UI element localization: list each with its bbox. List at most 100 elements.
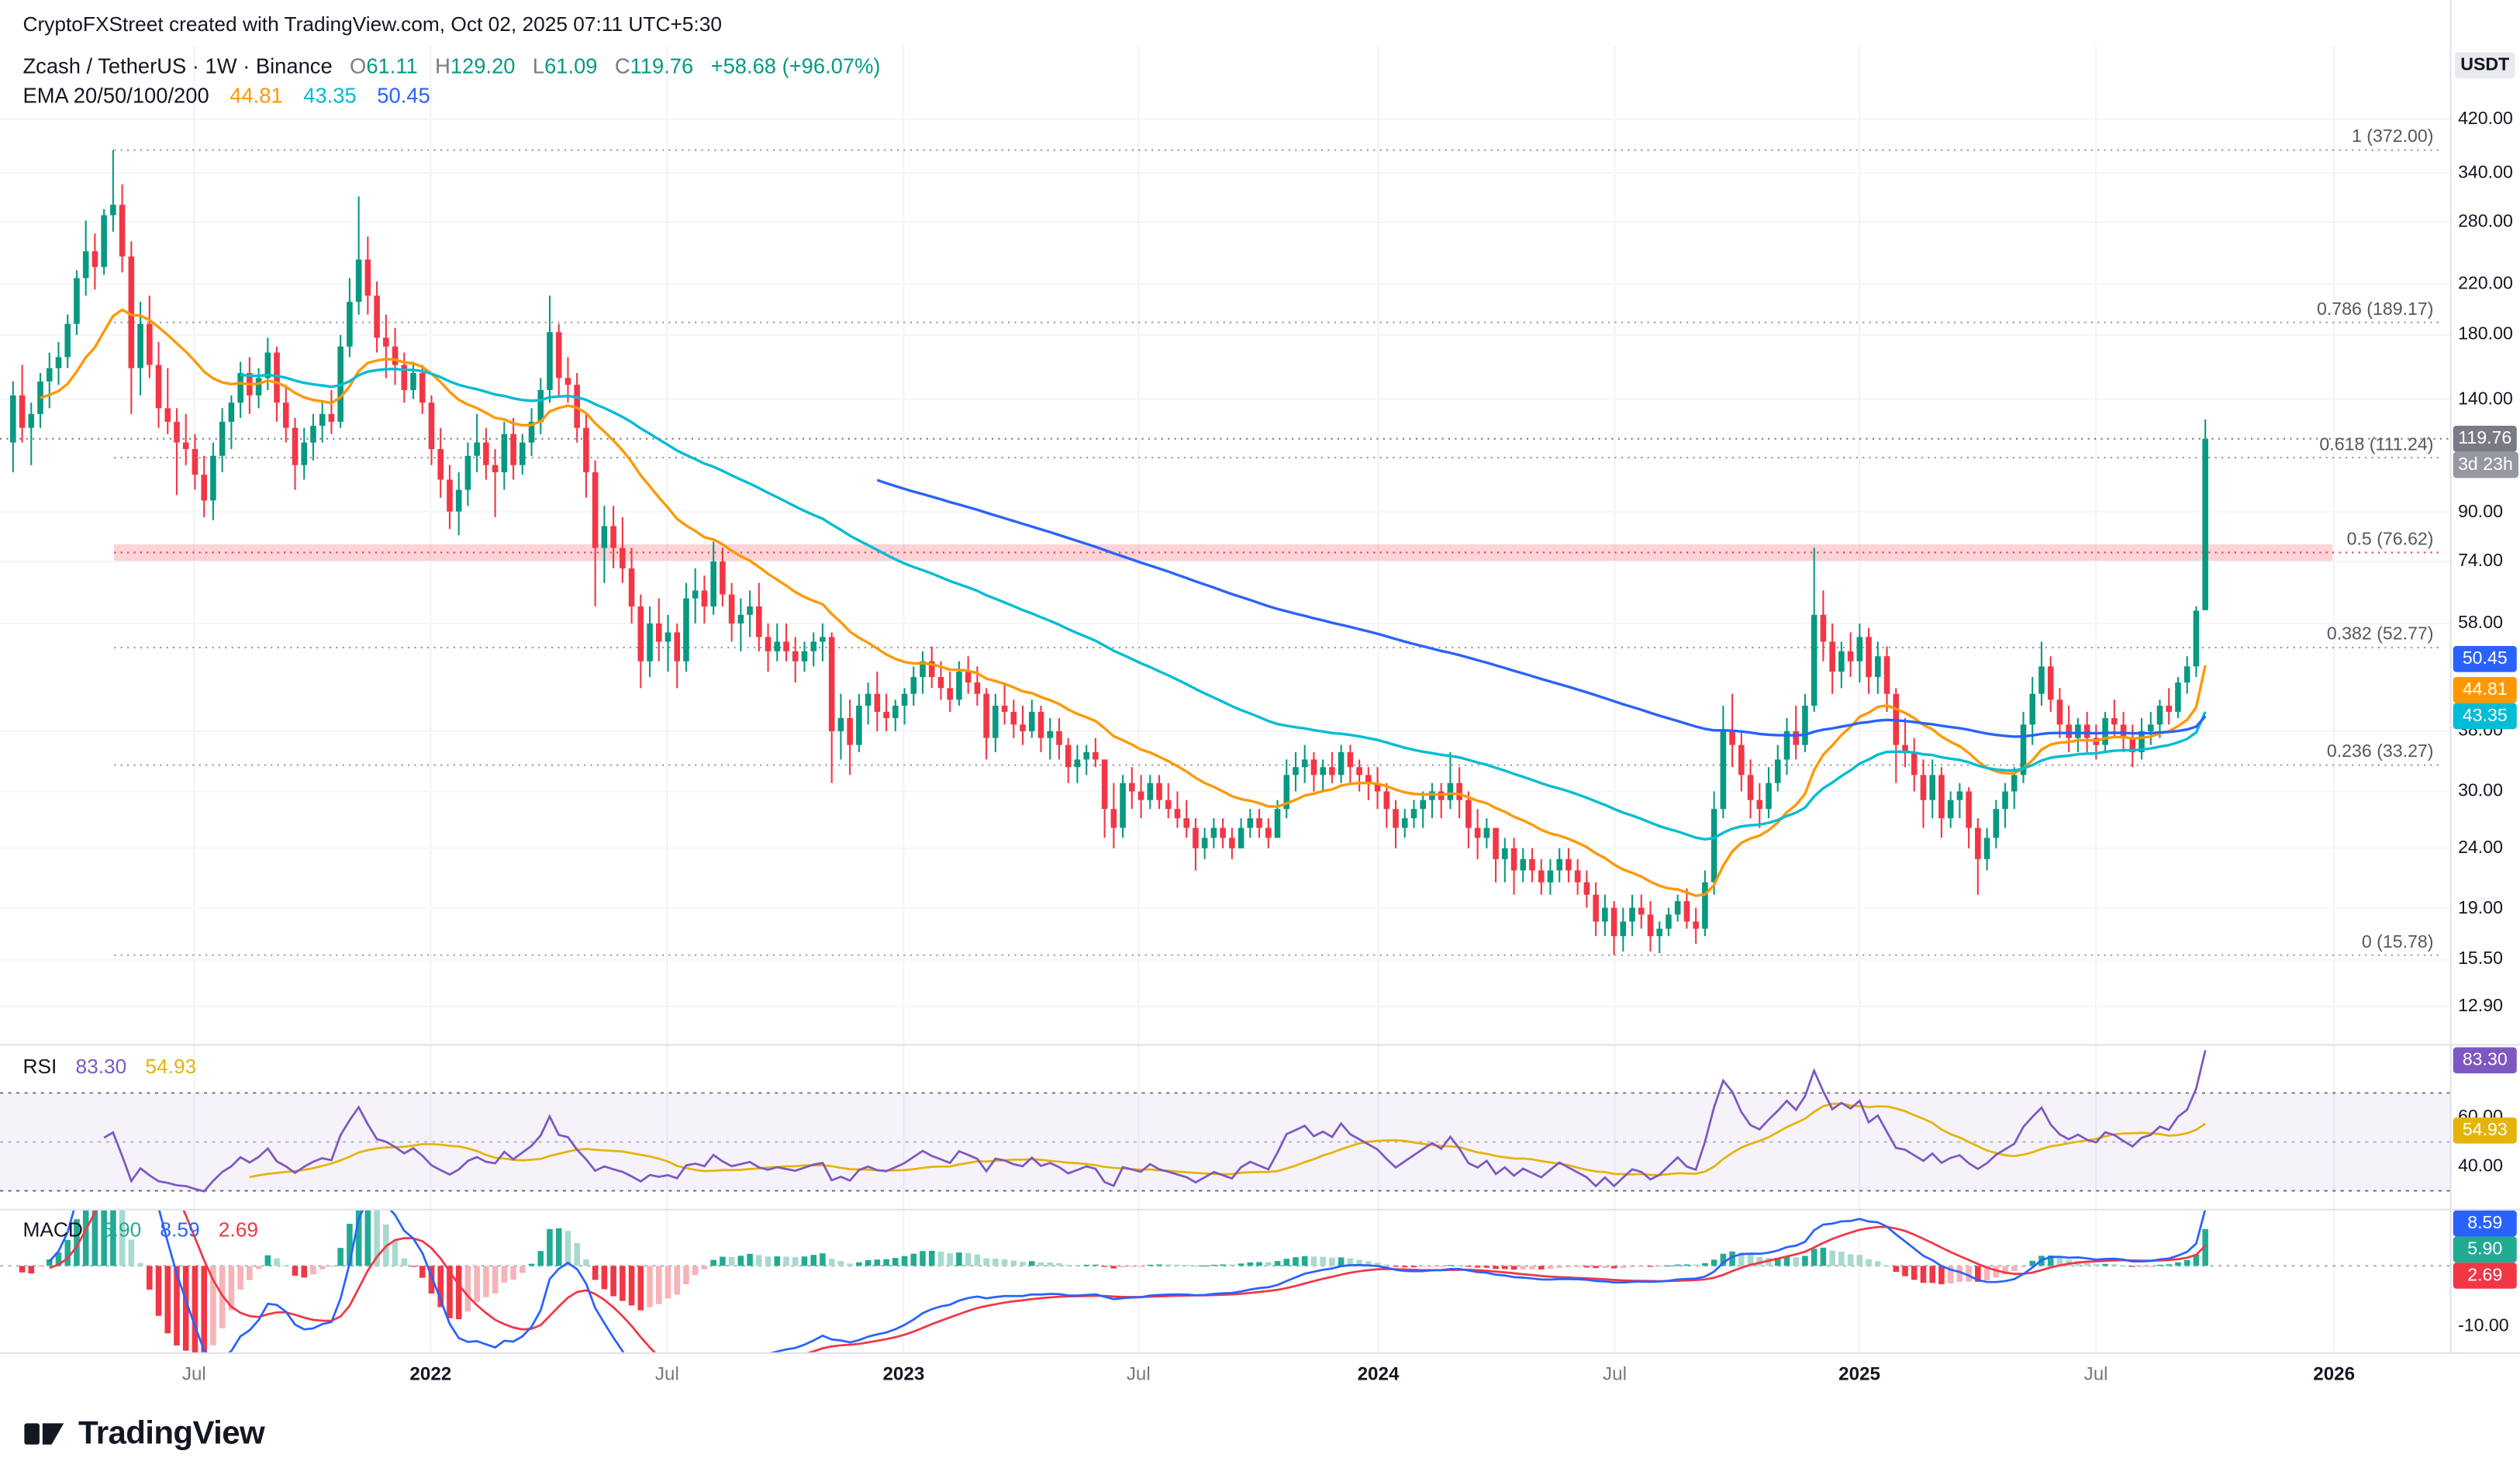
candle[interactable] <box>46 352 53 409</box>
candle[interactable] <box>1356 759 1362 792</box>
candle[interactable] <box>1347 744 1354 783</box>
candle[interactable] <box>1920 759 1927 828</box>
candle[interactable] <box>347 278 353 358</box>
candle[interactable] <box>883 693 889 731</box>
candle[interactable] <box>1147 775 1154 810</box>
tradingview-logo[interactable]: TradingView <box>22 1413 265 1456</box>
candle[interactable] <box>837 693 844 760</box>
candle[interactable] <box>1401 809 1408 838</box>
candle[interactable] <box>792 637 799 683</box>
candle[interactable] <box>1602 894 1608 937</box>
candle[interactable] <box>692 568 699 623</box>
candle[interactable] <box>1383 782 1390 828</box>
candle[interactable] <box>147 295 153 378</box>
chart-canvas[interactable] <box>0 0 2520 1354</box>
candle[interactable] <box>1866 627 1872 694</box>
candle[interactable] <box>1975 818 1981 895</box>
candle[interactable] <box>1001 682 1008 725</box>
candle[interactable] <box>910 666 917 706</box>
candle[interactable] <box>1110 782 1117 848</box>
candle[interactable] <box>1265 818 1272 848</box>
candle[interactable] <box>710 541 716 615</box>
candle[interactable] <box>956 661 962 706</box>
candle[interactable] <box>1893 688 1900 783</box>
rsi-legend[interactable]: RSI 83.30 54.93 <box>22 1055 196 1078</box>
candle[interactable] <box>1438 782 1445 819</box>
candle[interactable] <box>2038 641 2045 706</box>
candle[interactable] <box>965 656 972 694</box>
candle[interactable] <box>737 598 744 651</box>
candle[interactable] <box>201 455 207 517</box>
candle[interactable] <box>2193 606 2200 678</box>
candle[interactable] <box>328 389 335 434</box>
candle[interactable] <box>237 361 243 418</box>
candle[interactable] <box>1174 791 1181 828</box>
candle[interactable] <box>1829 623 1835 694</box>
candle[interactable] <box>210 442 216 520</box>
candle[interactable] <box>1638 894 1645 929</box>
candle[interactable] <box>310 413 316 461</box>
candle[interactable] <box>1583 870 1590 908</box>
pane-separator[interactable] <box>0 1208 2520 1211</box>
candle[interactable] <box>992 693 999 752</box>
candle[interactable] <box>2047 656 2054 712</box>
candle[interactable] <box>1320 759 1326 792</box>
candle[interactable] <box>765 623 772 672</box>
candle[interactable] <box>1101 759 1108 838</box>
candle[interactable] <box>447 465 453 530</box>
candle[interactable] <box>1956 782 1963 819</box>
candle[interactable] <box>164 368 171 434</box>
candle[interactable] <box>856 693 862 752</box>
ema50-line[interactable] <box>240 368 2207 841</box>
candle[interactable] <box>1847 632 1854 678</box>
candle[interactable] <box>1456 767 1462 819</box>
candle[interactable] <box>1056 718 1062 760</box>
candle[interactable] <box>1210 818 1217 848</box>
candle[interactable] <box>2066 706 2072 752</box>
candle[interactable] <box>1037 706 1044 752</box>
candle[interactable] <box>583 413 589 498</box>
candle[interactable] <box>1474 809 1481 859</box>
candle[interactable] <box>492 449 499 517</box>
candle[interactable] <box>1329 751 1335 783</box>
candle[interactable] <box>392 327 399 385</box>
candle[interactable] <box>2202 419 2208 610</box>
candle[interactable] <box>874 672 881 731</box>
macd-legend[interactable]: MACD 5.90 8.59 2.69 <box>22 1218 258 1241</box>
candle[interactable] <box>637 594 644 689</box>
candle[interactable] <box>374 282 380 353</box>
candle[interactable] <box>1338 744 1345 783</box>
candle[interactable] <box>464 442 471 506</box>
candle[interactable] <box>865 682 872 725</box>
candle[interactable] <box>119 184 126 273</box>
candle[interactable] <box>182 413 189 465</box>
candle[interactable] <box>1310 751 1317 792</box>
candle[interactable] <box>1875 641 1881 694</box>
candle[interactable] <box>1374 767 1381 810</box>
candle[interactable] <box>647 606 653 678</box>
candle[interactable] <box>319 402 326 443</box>
candle[interactable] <box>64 314 71 368</box>
candle[interactable] <box>1447 751 1454 810</box>
candle[interactable] <box>1574 858 1581 895</box>
candle[interactable] <box>28 402 35 465</box>
candle[interactable] <box>892 699 899 731</box>
candle[interactable] <box>228 395 235 450</box>
candle[interactable] <box>1783 718 1790 775</box>
candle[interactable] <box>747 590 753 637</box>
candle[interactable] <box>1010 699 1017 738</box>
time-axis[interactable]: Jul 2022 Jul 2023 Jul 2024 Jul 2025 Jul 2026 <box>0 1353 2520 1400</box>
candle[interactable] <box>828 632 835 783</box>
candle[interactable] <box>1702 870 1708 937</box>
candle[interactable] <box>292 417 299 490</box>
candle[interactable] <box>1410 800 1417 828</box>
candle[interactable] <box>2166 688 2172 725</box>
candle[interactable] <box>1256 809 1262 838</box>
candle[interactable] <box>1838 641 1845 689</box>
candle[interactable] <box>547 295 553 403</box>
candle[interactable] <box>674 623 681 689</box>
candle[interactable] <box>1666 907 1672 937</box>
candle[interactable] <box>1902 718 1908 768</box>
candle[interactable] <box>219 408 226 472</box>
macd-line[interactable] <box>48 1068 2207 1354</box>
